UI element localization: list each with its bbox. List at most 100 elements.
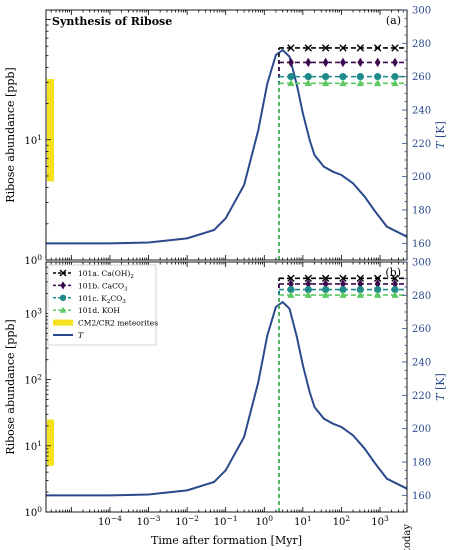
y2-axis-label: T [K] (434, 373, 447, 401)
series-101d-point (356, 291, 364, 298)
series-101a-point-b (287, 274, 295, 283)
series-101c-point (374, 285, 382, 294)
legend-item-101c: 101c. K2CO3 (53, 294, 126, 305)
series-101b-point (340, 279, 346, 289)
y-tick-label: 103 (24, 306, 42, 320)
series-101a-point-b (373, 44, 382, 52)
legend-item-band: CM2/CR2 meteorites (53, 319, 158, 328)
x-tick-label: 101 (294, 514, 312, 528)
series-101a-point-b (373, 274, 382, 283)
y2-tick-label: 160 (412, 491, 431, 502)
series-101a-point (391, 274, 399, 283)
x-axis-label: Time after formation [Myr] (151, 534, 302, 547)
series-101c-point (322, 73, 330, 81)
legend-swatch (53, 319, 73, 326)
y-axis-label: Ribose abundance [ppb] (4, 319, 17, 454)
series-101a-point-b (339, 274, 347, 283)
series-101a-point (304, 274, 312, 283)
y-tick-label: 100 (24, 253, 42, 267)
series-101a-point-b (356, 44, 365, 52)
x-tick-label: 100 (256, 514, 274, 528)
panel-label: (a) (386, 14, 401, 27)
x-tick-label-today: today (402, 524, 413, 550)
y-tick-label: 101 (24, 133, 42, 147)
series-101a-point-b (304, 44, 312, 52)
series-101d-point (374, 291, 382, 298)
legend-item-T: T (53, 331, 84, 340)
series-101d-point (339, 79, 347, 87)
series-101a-point (304, 44, 312, 52)
y2-tick-label: 300 (412, 6, 431, 17)
legend-marker (59, 269, 67, 277)
y2-tick-label: 260 (412, 72, 431, 83)
legend-marker (59, 306, 67, 313)
chart-title: Synthesis of Ribose (52, 15, 172, 28)
series-101c-point (356, 73, 364, 81)
x-tick-label: 10−4 (98, 514, 122, 528)
panel-b: 10−4 10−3 10−2 10−1 100 101 102 103 today 100 101 1… (4, 258, 447, 550)
legend-marker (60, 281, 66, 290)
meteorite-band (47, 79, 54, 182)
y2-tick-label: 180 (412, 206, 431, 217)
series-101c-point (374, 73, 382, 81)
series-101a-point (339, 274, 347, 283)
series-101b-point (305, 57, 312, 68)
legend-label: 101b. CaCO3 (78, 281, 128, 292)
series-101d-markers (287, 79, 399, 87)
series-101a-point (287, 274, 295, 283)
series-101a-point-b (321, 274, 330, 283)
series-101a-point-b (321, 44, 330, 52)
series-101a-point (391, 44, 399, 52)
series-101b-markers (288, 279, 398, 289)
y-axis-label: Ribose abundance [ppb] (4, 67, 17, 202)
series-101c-point (322, 285, 330, 294)
series-101c-point (304, 73, 312, 81)
series-101c-point (339, 285, 347, 294)
series-101b-point (322, 279, 329, 289)
series-101d-point (339, 291, 347, 298)
temperature-line (46, 48, 408, 245)
series-101c-point (356, 285, 364, 294)
y-tick-label: 101 (24, 439, 42, 453)
series-101d-markers (287, 291, 399, 298)
legend-marker (59, 294, 67, 301)
y2-tick-label: 240 (412, 358, 431, 369)
series-101a-point (287, 44, 295, 52)
series-101a-point-b (356, 274, 365, 283)
series-101a-markers (287, 44, 399, 52)
series-101b-point (322, 57, 329, 68)
x-tick-label: 103 (371, 514, 389, 528)
series-101c-point (287, 285, 295, 294)
y2-tick-label: 240 (412, 106, 431, 117)
y2-axis-label: T [K] (434, 121, 447, 149)
y2-tick-label: 220 (412, 391, 431, 402)
y2-tick-label: 280 (412, 39, 431, 50)
legend-label: T (78, 331, 84, 340)
y2-tick-label: 160 (412, 239, 431, 250)
x-tick-label: 102 (333, 514, 351, 528)
series-101a-point-b (339, 44, 347, 52)
legend-item-101d: 101d. KOH (53, 306, 120, 315)
series-101a-point (321, 274, 330, 283)
series-101d-point (391, 291, 399, 298)
series-101c-markers (287, 285, 399, 294)
legend-item-101b: 101b. CaCO3 (53, 281, 128, 292)
series-101a-point (356, 44, 365, 52)
series-101c-point (339, 73, 347, 81)
temperature-line (46, 300, 408, 497)
series-101c-point (304, 285, 312, 294)
series-101a-point-b (391, 44, 399, 52)
series-101a-point (321, 44, 330, 52)
y2-tick-label: 300 (412, 258, 431, 269)
y-tick-label: 100 (24, 505, 42, 519)
series-101b-point (288, 57, 294, 68)
series-101d-point (304, 291, 312, 298)
series-101c-point (391, 73, 399, 81)
legend-marker-b (59, 269, 67, 277)
series-101a-markers (287, 274, 399, 283)
series-101a-point (373, 44, 382, 52)
y2-tick-label: 200 (412, 172, 431, 183)
series-101d-point (374, 79, 382, 87)
